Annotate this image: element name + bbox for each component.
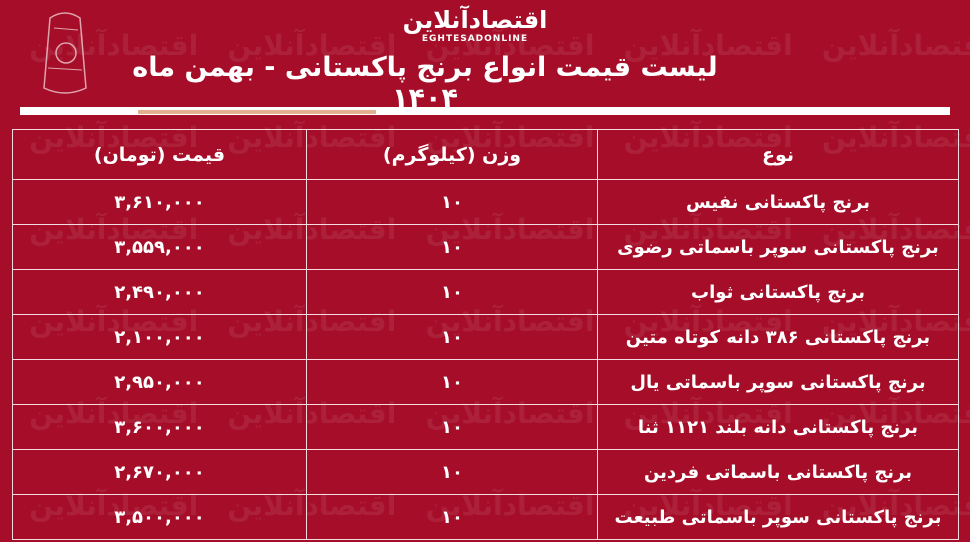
cell-weight: ۱۰ (306, 494, 598, 540)
cell-type: برنج پاکستانی نفیس (597, 179, 959, 225)
brand-logo: اقتصادآنلاین EGHTESADONLINE (400, 6, 550, 44)
cell-type: برنج پاکستانی ۳۸۶ دانه کوتاه متین (597, 314, 959, 360)
cell-type: برنج پاکستانی سوپر باسماتی یال (597, 359, 959, 405)
table-row: برنج پاکستانی نفیس ۱۰ ۳,۶۱۰,۰۰۰ (12, 179, 959, 225)
table-row: برنج پاکستانی سوپر باسماتی یال ۱۰ ۲,۹۵۰,۰۰… (12, 359, 959, 405)
table-row: برنج پاکستانی سوپر باسماتی طبیعت ۱۰ ۳,۵۰۰,… (12, 494, 959, 540)
table-header-row: نوع وزن (کیلوگرم) قیمت (تومان) (12, 129, 959, 180)
cell-weight: ۱۰ (306, 179, 598, 225)
price-table: نوع وزن (کیلوگرم) قیمت (تومان) برنج پاکس… (12, 129, 959, 540)
cell-price: ۳,۵۰۰,۰۰۰ (12, 494, 307, 540)
cell-price: ۲,۶۷۰,۰۰۰ (12, 449, 307, 495)
cell-price: ۳,۶۰۰,۰۰۰ (12, 404, 307, 450)
cell-type: برنج پاکستانی دانه بلند ۱۱۲۱ ثنا (597, 404, 959, 450)
divider-accent (138, 110, 376, 114)
cell-weight: ۱۰ (306, 449, 598, 495)
cell-weight: ۱۰ (306, 359, 598, 405)
table-row: برنج پاکستانی ثواب ۱۰ ۲,۴۹۰,۰۰۰ (12, 269, 959, 315)
table-row: برنج پاکستانی ۳۸۶ دانه کوتاه متین ۱۰ ۲,۱۰۰… (12, 314, 959, 360)
table-row: برنج پاکستانی سوپر باسماتی رضوی ۱۰ ۳,۵۵۹,۰… (12, 224, 959, 270)
cell-weight: ۱۰ (306, 314, 598, 360)
rice-sack-icon (43, 12, 87, 94)
title-divider (20, 107, 950, 115)
cell-price: ۳,۵۵۹,۰۰۰ (12, 224, 307, 270)
cell-price: ۲,۴۹۰,۰۰۰ (12, 269, 307, 315)
cell-weight: ۱۰ (306, 404, 598, 450)
header-type: نوع (597, 129, 959, 180)
cell-price: ۲,۱۰۰,۰۰۰ (12, 314, 307, 360)
table-row: برنج پاکستانی دانه بلند ۱۱۲۱ ثنا ۱۰ ۳,۶۰۰,… (12, 404, 959, 450)
cell-price: ۲,۹۵۰,۰۰۰ (12, 359, 307, 405)
cell-type: برنج پاکستانی سوپر باسماتی طبیعت (597, 494, 959, 540)
logo-text-fa: اقتصادآنلاین (402, 6, 548, 34)
table-row: برنج پاکستانی باسماتی فردین ۱۰ ۲,۶۷۰,۰۰۰ (12, 449, 959, 495)
cell-type: برنج پاکستانی سوپر باسماتی رضوی (597, 224, 959, 270)
header-weight: وزن (کیلوگرم) (306, 129, 598, 180)
logo-text-en: EGHTESADONLINE (421, 34, 529, 44)
page-title: لیست قیمت انواع برنج پاکستانی - بهمن ماه… (132, 52, 718, 114)
cell-price: ۳,۶۱۰,۰۰۰ (12, 179, 307, 225)
header-price: قیمت (تومان) (12, 129, 307, 180)
cell-weight: ۱۰ (306, 224, 598, 270)
cell-weight: ۱۰ (306, 269, 598, 315)
cell-type: برنج پاکستانی ثواب (597, 269, 959, 315)
cell-type: برنج پاکستانی باسماتی فردین (597, 449, 959, 495)
